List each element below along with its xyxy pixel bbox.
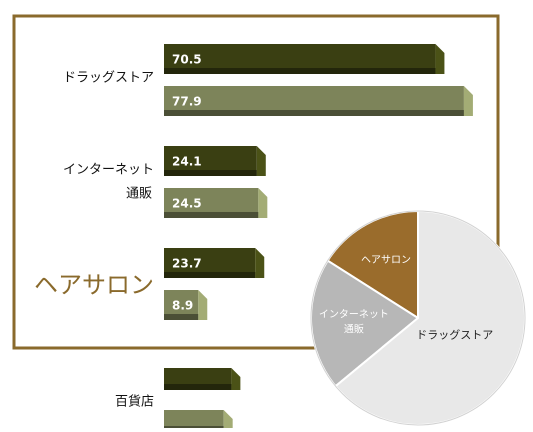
bar: 77.9 — [164, 86, 473, 116]
bar-shadow — [164, 384, 232, 390]
category-label-line2: 通販 — [126, 187, 152, 202]
bar-value-label: 24.5 — [172, 197, 202, 211]
pie-slice-label: ドラッグストア — [416, 327, 493, 341]
bar-bevel — [256, 146, 266, 176]
bars-layer: 70.5 77.9 24.1 24.5 23.7 8.9 — [164, 44, 473, 432]
category-label: インターネット — [63, 163, 154, 178]
bar-bevel — [231, 368, 241, 390]
category-label: ヘアサロン — [34, 271, 154, 299]
bar-shadow — [164, 110, 464, 116]
bar-value-label: 70.5 — [172, 53, 202, 67]
bar-bevel — [198, 290, 208, 320]
bar-bevel — [463, 86, 473, 116]
bar-shadow — [164, 272, 256, 278]
bar-bevel — [435, 44, 445, 74]
bar-value-label: 23.7 — [172, 257, 202, 271]
bar: 23.7 — [164, 248, 265, 278]
category-label: ドラッグストア — [63, 71, 154, 86]
bar-shadow — [164, 170, 257, 176]
bar: 70.5 — [164, 44, 445, 74]
bar-value-label: 8.9 — [172, 299, 193, 313]
bar: 24.1 — [164, 146, 266, 176]
pie-rim — [310, 210, 526, 426]
bar-bevel — [223, 410, 233, 432]
bar-bevel — [255, 248, 265, 278]
pie-slice-label: 通販 — [344, 324, 364, 336]
pie-slice-label: インターネット — [319, 309, 389, 321]
bar-shadow — [164, 212, 259, 218]
bar-bevel — [258, 188, 268, 218]
highlight-frame — [12, 14, 500, 350]
bar — [164, 368, 241, 390]
bar: 24.5 — [164, 188, 268, 218]
bar-value-label: 24.1 — [172, 155, 202, 169]
pie-slice-label: ヘアサロン — [361, 254, 411, 266]
bar-value-label: 77.9 — [172, 95, 202, 109]
bar-face — [164, 410, 224, 432]
bar-shadow — [164, 68, 436, 74]
bar: 8.9 — [164, 290, 208, 320]
bar — [164, 410, 233, 432]
category-label: 百貨店 — [115, 394, 154, 410]
bar-shadow — [164, 314, 199, 320]
